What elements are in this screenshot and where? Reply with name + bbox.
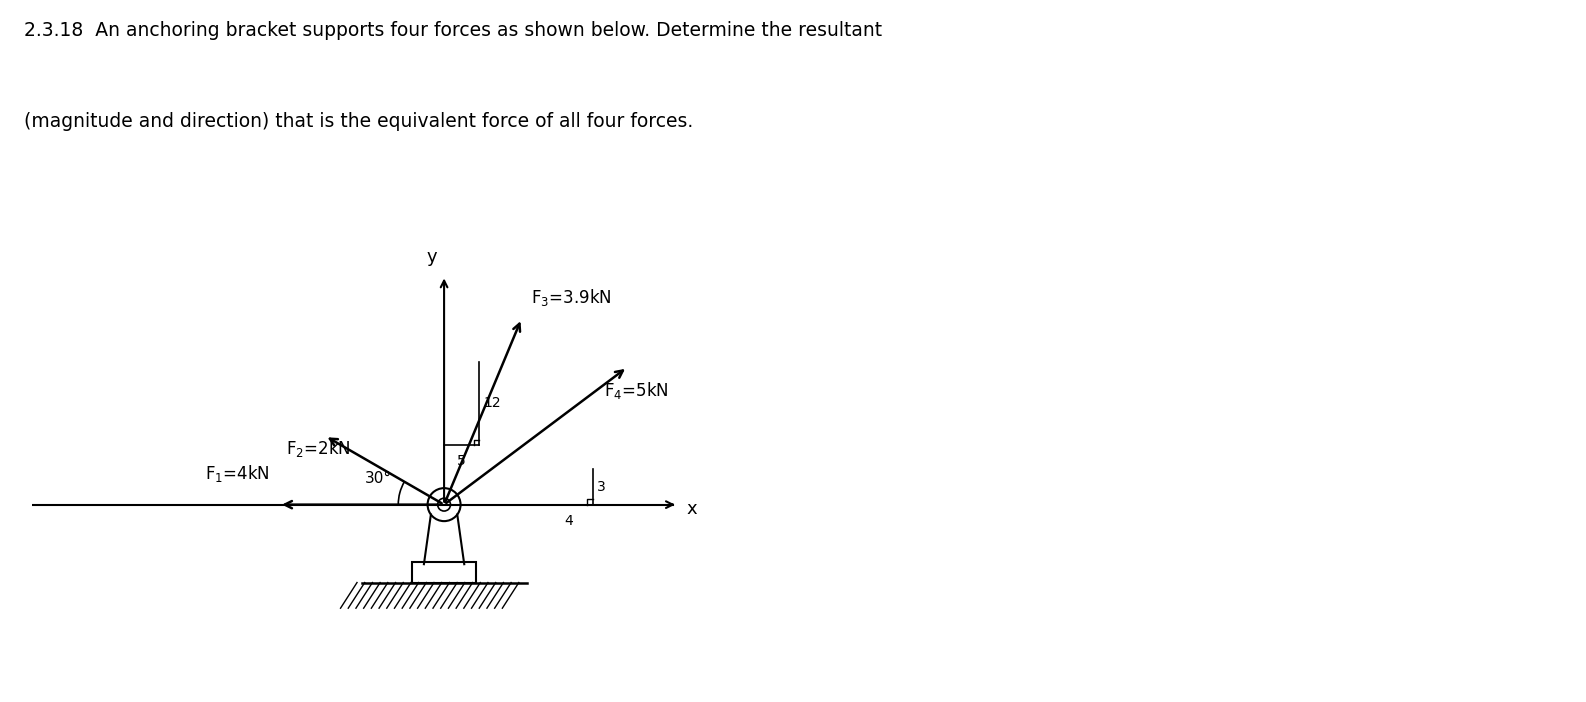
Text: 2.3.18  An anchoring bracket supports four forces as shown below. Determine the : 2.3.18 An anchoring bracket supports fou…	[24, 21, 882, 40]
Text: 12: 12	[484, 397, 501, 410]
Text: 3: 3	[596, 479, 606, 494]
Text: $\mathregular{F_1}$=4kN: $\mathregular{F_1}$=4kN	[205, 463, 270, 484]
Text: $\mathregular{F_2}$=2kN: $\mathregular{F_2}$=2kN	[285, 439, 351, 460]
Text: (magnitude and direction) that is the equivalent force of all four forces.: (magnitude and direction) that is the eq…	[24, 112, 693, 131]
Text: x: x	[687, 501, 698, 518]
Text: 30°: 30°	[365, 472, 392, 486]
Text: $\mathregular{F_4}$=5kN: $\mathregular{F_4}$=5kN	[604, 380, 668, 401]
Bar	[412, 562, 476, 583]
Text: y: y	[427, 249, 436, 266]
Text: 5: 5	[457, 454, 466, 468]
Text: 4: 4	[565, 514, 573, 528]
Text: $\mathregular{F_3}$=3.9kN: $\mathregular{F_3}$=3.9kN	[531, 286, 611, 307]
